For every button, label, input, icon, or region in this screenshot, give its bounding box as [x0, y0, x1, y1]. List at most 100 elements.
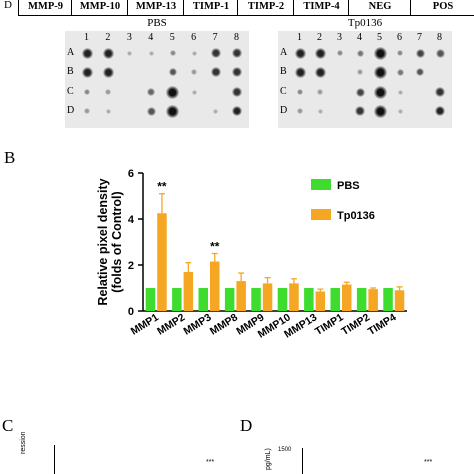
bar-tp0136 — [368, 289, 378, 311]
blot-spot — [373, 104, 387, 118]
blot-spot — [210, 48, 221, 58]
y-tick-label: 2 — [128, 260, 134, 272]
panel-d-mark: *** — [424, 459, 433, 466]
column-number: 8 — [234, 32, 239, 43]
y-axis-label: Relative pixel density(folds of Control) — [96, 178, 124, 305]
blot-spot — [232, 67, 242, 77]
header-cell: MMP-10 — [71, 0, 128, 16]
bar-tp0136 — [236, 281, 246, 311]
blot-spot — [105, 89, 112, 95]
bar-tp0136 — [289, 283, 299, 311]
panel-d-letter: D — [240, 416, 253, 435]
bar-pbs — [198, 288, 208, 311]
blot-spot — [148, 50, 154, 56]
blot-spot — [373, 65, 387, 79]
panel-c-axis — [54, 445, 55, 474]
bar-tp0136 — [394, 290, 405, 311]
row-label: A — [67, 47, 75, 58]
x-tick-label: TIMP1 — [313, 311, 346, 338]
blot-spot — [397, 50, 403, 56]
blot-spot — [357, 69, 363, 75]
bar-tp0136 — [183, 271, 194, 311]
column-number: 1 — [297, 32, 302, 43]
blot-spot — [373, 85, 387, 99]
blot-spot — [191, 50, 197, 56]
header-cell: MMP-13 — [127, 0, 184, 16]
column-number: 6 — [397, 32, 402, 43]
header-cell: MMP-9 — [18, 0, 72, 16]
bar-tp0136 — [315, 291, 326, 311]
legend-swatch-pbs — [311, 179, 331, 190]
significance-mark: ** — [210, 240, 220, 254]
bar-pbs — [251, 288, 261, 311]
blot-spot — [397, 108, 403, 114]
blot-spot — [105, 108, 111, 114]
blot-label-tp0136: Tp0136 — [347, 17, 383, 29]
panel-c-ylabel: ression — [20, 431, 27, 454]
blot-spot — [232, 87, 242, 97]
blot-spot — [102, 47, 114, 59]
blot-spot — [314, 47, 326, 59]
blot-spot — [297, 108, 303, 114]
panel-b-letter: B — [4, 148, 16, 167]
row-label: D — [67, 105, 75, 116]
bar-pbs — [224, 288, 235, 311]
bar-tp0136 — [342, 284, 352, 311]
x-tick-label: TIMP4 — [366, 311, 399, 338]
header-cell: POS — [410, 0, 474, 16]
bar-pbs — [304, 288, 314, 311]
column-number: 2 — [317, 32, 322, 43]
blot-label-pbs: PBS — [147, 17, 167, 29]
blot-spot — [297, 89, 303, 95]
x-tick-label: MMP2 — [155, 311, 187, 337]
panel-d-tick-label: 1500 — [278, 447, 292, 453]
blot-spot — [213, 108, 219, 114]
blot-spot — [84, 108, 90, 114]
panel-c-letter: C — [2, 416, 14, 435]
panel-a-header-label: D — [4, 0, 12, 11]
blot-spot — [146, 106, 156, 116]
bar-tp0136 — [210, 261, 220, 311]
x-tick-label: MMP8 — [208, 311, 240, 337]
panel-a-header-row: MMP-9 MMP-10 MMP-13 TIMP-1 TIMP-2 TIMP-4 NEG PO… — [18, 0, 474, 18]
bar-pbs — [356, 288, 367, 311]
x-tick-label: TIMP2 — [339, 311, 372, 338]
blot-spot — [169, 50, 176, 56]
column-number: 6 — [191, 32, 197, 43]
blot-spot — [232, 48, 242, 58]
blot-spot — [356, 49, 364, 57]
bar-pbs — [277, 288, 288, 311]
column-number: 5 — [169, 32, 175, 43]
row-label: C — [280, 86, 287, 97]
blot-spot — [166, 104, 180, 118]
column-number: 3 — [126, 32, 132, 43]
blot-spot — [191, 69, 198, 75]
blot-spot — [397, 89, 403, 95]
column-number: 4 — [357, 32, 362, 43]
blot-spot — [191, 89, 197, 95]
column-number: 8 — [437, 32, 442, 43]
blot-spot — [166, 85, 180, 99]
column-number: 5 — [377, 32, 382, 43]
legend-swatch-tp0136 — [311, 209, 331, 220]
column-number: 1 — [84, 32, 89, 43]
header-cell: NEG — [348, 0, 411, 16]
blot-spot — [373, 46, 387, 60]
x-tick-label: MMP3 — [181, 311, 213, 337]
blot-spot — [416, 68, 424, 76]
bar-chart: 0 2 4 6 Relative pixel density(folds of Cont… — [96, 168, 407, 341]
panel-c-mark: *** — [206, 459, 215, 466]
blot-spot — [210, 67, 221, 77]
blot-spot — [435, 48, 445, 58]
column-number: 4 — [148, 32, 154, 43]
blot-spot — [102, 66, 114, 78]
blot-spot — [84, 89, 90, 95]
bar-pbs — [172, 288, 182, 311]
row-label: C — [67, 86, 74, 97]
blot-spot — [317, 108, 323, 114]
bar-pbs — [330, 288, 340, 311]
panel-d-axis — [302, 448, 303, 474]
row-label: B — [280, 66, 287, 77]
blot-spot — [127, 50, 133, 56]
